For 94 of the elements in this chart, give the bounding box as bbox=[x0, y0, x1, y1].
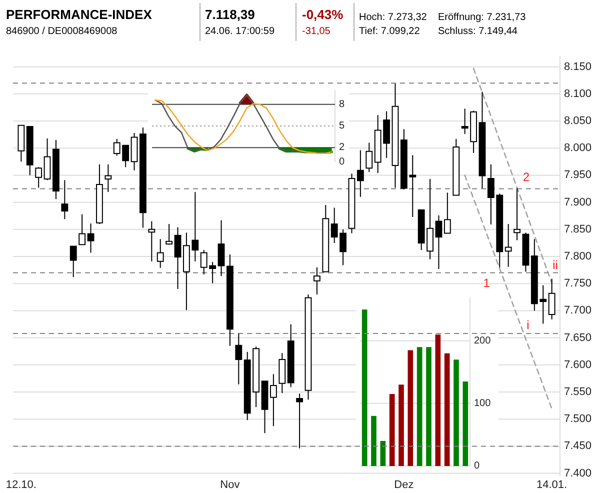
bar bbox=[435, 334, 441, 466]
y-tick-label: 7.400 bbox=[564, 467, 592, 480]
candlestick bbox=[96, 164, 103, 224]
bar bbox=[462, 382, 468, 466]
bar bbox=[426, 347, 432, 466]
bar bbox=[398, 384, 404, 466]
candlestick bbox=[261, 380, 268, 434]
text: 7.118,39 bbox=[205, 7, 255, 22]
candlestick bbox=[87, 222, 94, 254]
y-tick-label: 8.000 bbox=[564, 142, 592, 154]
candlestick bbox=[348, 173, 356, 234]
candlestick bbox=[452, 138, 460, 196]
candlestick bbox=[322, 204, 330, 272]
annotation: 2 bbox=[522, 170, 530, 184]
candlestick bbox=[296, 393, 304, 449]
candlestick bbox=[166, 224, 173, 246]
bar bbox=[389, 394, 395, 466]
bar bbox=[416, 347, 422, 466]
candlestick bbox=[392, 83, 399, 188]
text: -31,05 bbox=[302, 26, 331, 37]
candlestick bbox=[522, 232, 530, 272]
annotation: i bbox=[526, 318, 530, 332]
text: 24.06. 17:00:59 bbox=[205, 26, 275, 37]
candlestick bbox=[130, 132, 138, 171]
y-tick-label: 7.900 bbox=[564, 196, 592, 208]
candlestick bbox=[366, 142, 373, 172]
annotation: 1 bbox=[483, 276, 490, 290]
candlestick bbox=[235, 332, 242, 385]
candlestick bbox=[61, 180, 68, 220]
candlestick bbox=[44, 138, 51, 181]
candlestick bbox=[52, 140, 60, 200]
y-tick-label: 7.600 bbox=[564, 358, 592, 371]
y-tick-label: 7.550 bbox=[564, 386, 592, 398]
candlestick bbox=[444, 192, 451, 234]
candlestick bbox=[35, 166, 42, 188]
candlestick bbox=[156, 238, 164, 268]
y-tick-label: 7.950 bbox=[564, 169, 592, 182]
y-tick-label: 7.700 bbox=[564, 304, 592, 317]
y-tick-label: 0 bbox=[339, 156, 345, 168]
candlestick bbox=[18, 124, 25, 162]
text: -0,43% bbox=[302, 7, 344, 22]
y-tick-label: 8.150 bbox=[564, 60, 592, 73]
text: Eröffnung: 7.231,73 bbox=[438, 12, 526, 23]
bar bbox=[380, 440, 386, 466]
y-tick-label: 8.050 bbox=[564, 115, 592, 128]
bar bbox=[371, 416, 376, 466]
y-tick-label: 7.850 bbox=[564, 223, 592, 236]
candlestick bbox=[270, 374, 277, 427]
bar bbox=[408, 350, 414, 466]
text: Tief: 7.099,22 bbox=[359, 26, 420, 37]
y-tick-label: 8 bbox=[339, 98, 345, 110]
y-tick-label: 200 bbox=[474, 335, 492, 346]
candlestick bbox=[148, 220, 156, 262]
candlestick bbox=[548, 278, 556, 320]
y-tick-label: 0 bbox=[474, 460, 480, 472]
y-tick-label: 7.500 bbox=[564, 413, 592, 426]
candlestick bbox=[70, 246, 77, 278]
y-tick-label: 7.450 bbox=[564, 440, 592, 452]
text: Hoch: 7.273,32 bbox=[359, 12, 428, 23]
candlestick bbox=[78, 214, 86, 246]
text: 846900 / DE0008469008 bbox=[6, 26, 118, 37]
x-tick-label: 14.01. bbox=[536, 479, 568, 491]
candlestick bbox=[313, 266, 320, 295]
annotation: ii bbox=[552, 258, 558, 272]
candlestick bbox=[278, 352, 286, 394]
candlestick bbox=[478, 91, 486, 189]
x-tick-label: Dez bbox=[394, 479, 414, 491]
candlestick bbox=[218, 220, 225, 277]
bar bbox=[454, 360, 459, 466]
y-tick-label: 7.800 bbox=[564, 250, 592, 263]
y-tick-label: 2 bbox=[339, 142, 345, 154]
y-tick-label: 7.750 bbox=[564, 278, 592, 290]
candlestick bbox=[104, 164, 112, 193]
candlestick bbox=[226, 254, 234, 346]
x-tick-label: Nov bbox=[220, 479, 240, 491]
text: PERFORMANCE-INDEX bbox=[6, 7, 152, 22]
text: Schluss: 7.149,44 bbox=[438, 26, 518, 37]
candlestick bbox=[504, 224, 512, 268]
candlestick bbox=[304, 294, 312, 400]
line-series bbox=[464, 174, 552, 410]
candlestick bbox=[26, 126, 34, 176]
candlestick bbox=[174, 226, 182, 290]
y-tick-label: 5 bbox=[339, 120, 345, 132]
bar bbox=[362, 310, 368, 466]
candlestick bbox=[140, 127, 146, 228]
candlestick bbox=[514, 188, 520, 241]
y-tick-label: 8.100 bbox=[564, 88, 592, 100]
y-tick-label: 100 bbox=[474, 398, 492, 409]
candlestick bbox=[287, 324, 294, 388]
y-tick-label: 7.650 bbox=[564, 332, 592, 344]
bar bbox=[444, 353, 450, 466]
candlestick bbox=[435, 214, 442, 270]
candlestick bbox=[356, 150, 364, 198]
x-tick-label: 12.10. bbox=[6, 479, 36, 491]
